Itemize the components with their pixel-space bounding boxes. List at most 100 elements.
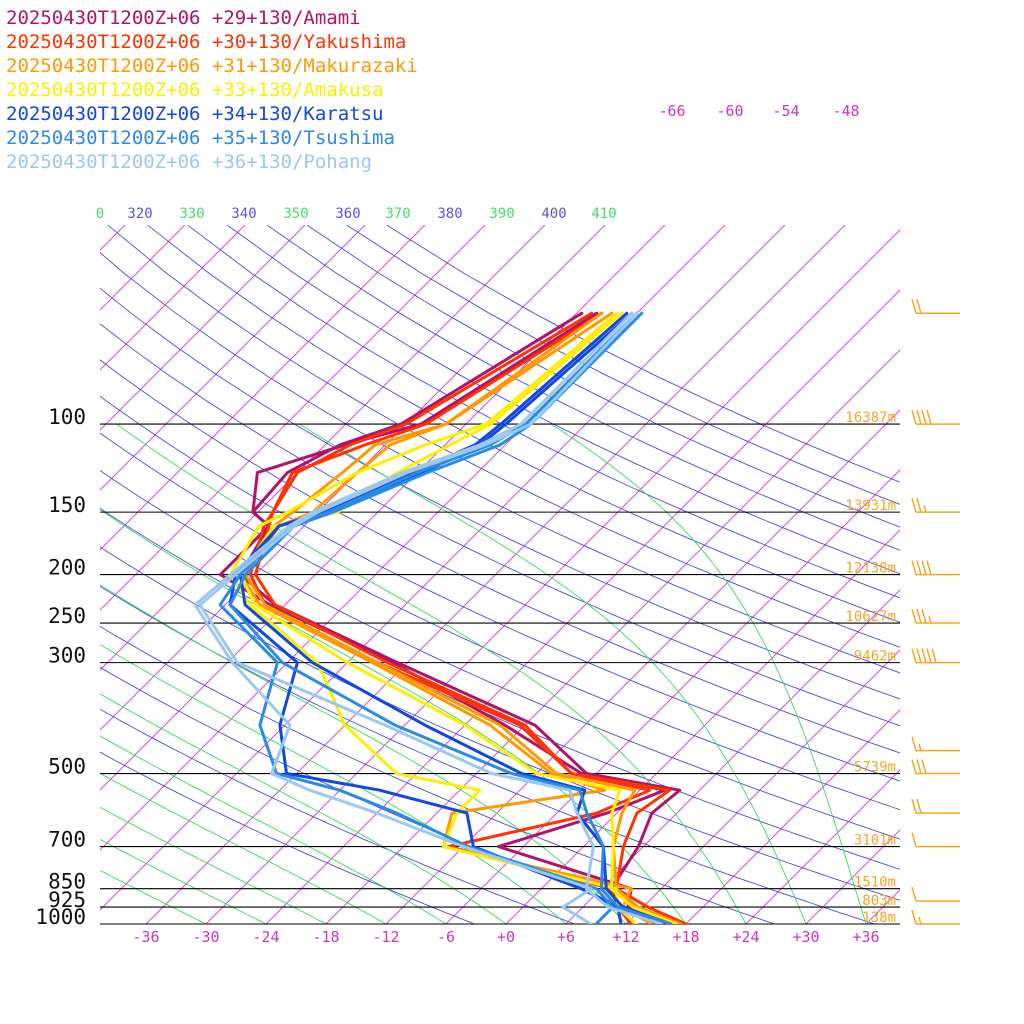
dry-adiabat-line [187,224,900,599]
dry-adiabat-line [100,359,900,754]
pressure-label: 700 [48,828,86,852]
temperature-tick-label: -36 [132,928,159,946]
pressure-label: 500 [48,755,86,779]
isotherm-line [565,589,900,924]
wind-barb [911,608,960,624]
isotherm-line [100,224,186,311]
wind-barb-flag [916,560,922,575]
pohang-dewpoint-line [193,311,634,924]
wind-barb-flag [911,736,917,751]
dry-adiabat-line [100,546,900,901]
theta-label: 360 [335,206,360,222]
dry-adiabat-line [100,708,576,924]
pressure-label: 150 [48,493,86,517]
isotherm-line [100,224,366,491]
temperature-tick-label: -24 [252,928,279,946]
moist-adiabat-line [100,838,267,924]
dry-adiabat-line [100,585,876,924]
wind-barb-flag [911,759,917,774]
height-label: 5739m [854,760,896,776]
legend-entry: 20250430T1200Z+06 +33+130/Amakusa [6,79,384,101]
legend-entry: 20250430T1200Z+06 +29+130/Amami [6,7,361,29]
upper-isotherm-label: -54 [772,102,799,120]
wind-barb-flag [921,648,927,663]
wind-barb-flag [926,409,932,425]
wind-barb [911,299,960,314]
moist-adiabat-line [550,423,867,924]
wind-barb-flag [916,648,922,663]
isotherm-line [145,224,846,924]
dry-adiabat-line [100,751,476,924]
pressure-label: 250 [48,604,86,628]
wind-barb-half-flag [918,743,922,751]
wind-barb-flag [911,497,917,513]
wind-barbs [911,299,960,925]
isotherm-line [505,529,900,924]
temperature-tick-label: -18 [312,928,339,946]
pressure-label: 300 [48,644,86,668]
isobars [100,423,900,925]
isotherm-line [100,224,426,551]
temperature-tick-label: -30 [192,928,219,946]
temperature-tick-label: -6 [437,928,455,946]
wind-barb-flag [926,560,932,575]
wind-barb-flag [921,608,927,624]
theta-label: 410 [591,206,616,222]
isotherm-line [100,224,546,671]
isotherm-line [685,709,900,924]
wind-barb [911,832,960,848]
theta-label: 330 [179,206,204,222]
upper-isotherm-label: -66 [658,102,685,120]
wind-barb-flag [926,648,932,663]
wind-barb-flag [911,886,917,902]
temperature-tick-label: +6 [557,928,575,946]
height-label: 13931m [845,498,896,514]
dry-adiabat-line [100,252,900,674]
pressure-label: 925 [48,888,86,912]
temperature-tick-label: +18 [672,928,699,946]
moist-adiabat-line [100,869,207,924]
theta-label: 350 [283,206,308,222]
height-label: 3101m [854,833,896,849]
isotherm-line [100,224,306,431]
height-label: 9462m [854,649,896,665]
pressure-label: 850 [48,870,86,894]
isotherm-line [100,224,606,731]
height-label: 10627m [845,609,896,625]
wind-barb [911,497,960,513]
temperature-tick-label: -12 [372,928,399,946]
amakusa-dewpoint-line [228,311,638,924]
wind-barb-flag [911,798,917,814]
temperature-tick-label: +0 [497,928,515,946]
wind-barb-flag [911,648,917,663]
amami-dewpoint-line [218,311,667,924]
pressure-label: 100 [48,405,86,429]
upper-isotherm-label: -60 [716,102,743,120]
theta-label: 380 [437,206,462,222]
wind-barb-flag [921,560,927,575]
wind-barb [911,886,960,902]
dry-adiabat-line [227,224,900,575]
wind-barb [911,560,960,576]
isotherm-line [625,649,900,924]
wind-barb-flag [916,608,922,624]
wind-barb [911,736,960,752]
isotherm-line [905,225,1024,945]
height-label: 16387m [845,410,896,426]
wind-barb-flag [916,798,922,814]
legend-entry: 20250430T1200Z+06 +35+130/Tsushima [6,127,395,149]
dry-adiabat-line [100,625,776,924]
theta-label: 400 [541,206,566,222]
tsushima-temperature-line [228,311,673,924]
amami-temperature-line [238,311,682,924]
wind-barb-flag [916,497,922,513]
pressure-label: 200 [48,556,86,580]
wind-barb-flag [911,608,917,624]
theta-label: 0 [96,206,104,222]
legend-entry: 20250430T1200Z+06 +36+130/Pohang [6,151,372,173]
tsushima-dewpoint-line [218,311,639,924]
dry-adiabat-line [100,395,900,782]
isotherm-line [745,769,900,924]
isotherm-line [385,409,900,924]
